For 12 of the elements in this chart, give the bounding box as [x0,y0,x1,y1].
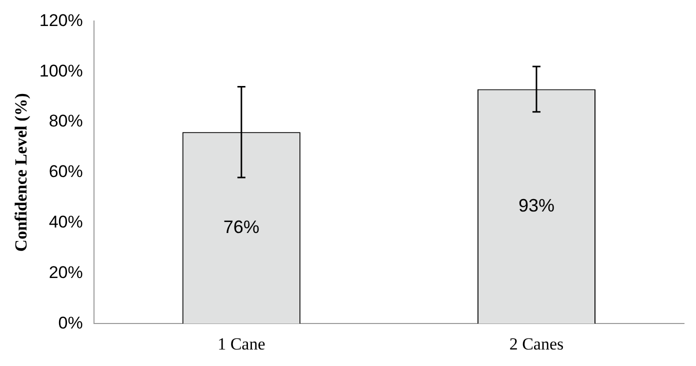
y-tick-label: 0% [58,313,83,332]
data-label: 93% [518,195,554,216]
y-tick-label: 40% [48,212,83,232]
y-tick-label: 120% [39,10,83,30]
y-axis-title: Confidence Level (%) [12,93,31,252]
y-tick-label: 100% [39,61,83,80]
x-tick-label: 1 Cane [218,334,266,354]
y-tick-label: 60% [48,162,83,182]
y-tick-label: 20% [48,262,83,282]
x-tick-label: 2 Canes [509,334,564,354]
data-label: 76% [223,216,260,237]
y-tick-label: 80% [48,112,83,131]
